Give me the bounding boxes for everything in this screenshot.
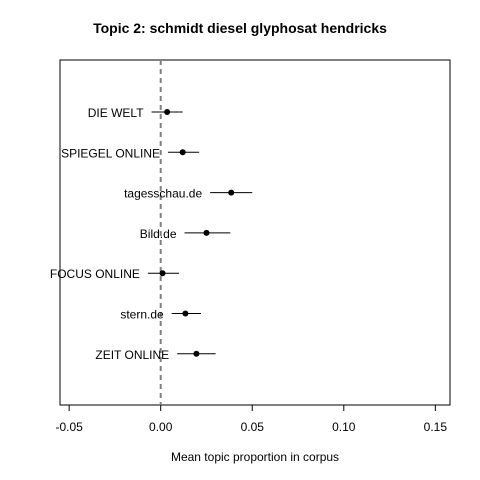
- point-estimate: [203, 229, 210, 236]
- point-label: DIE WELT: [88, 106, 144, 120]
- point-estimate: [228, 189, 235, 196]
- point-estimate: [182, 310, 189, 317]
- x-tick-label: 0.15: [424, 420, 448, 434]
- point-label: tagesschau.de: [124, 187, 202, 201]
- point-label: Bild.de: [140, 227, 177, 241]
- point-estimate: [164, 109, 171, 115]
- points-group: DIE WELT SPIEGEL ONLINE tagesschau.de Bild.…: [50, 106, 253, 362]
- point-row: SPIEGEL ONLINE: [61, 146, 200, 160]
- x-tick-label: 0.00: [149, 420, 173, 434]
- x-axis: -0.05 0.00 0.05 0.10 0.15: [55, 404, 448, 434]
- x-tick-label: 0.10: [332, 420, 356, 434]
- point-label: stern.de: [120, 308, 164, 322]
- point-row: stern.de: [120, 308, 201, 322]
- point-row: Bild.de: [140, 227, 231, 241]
- point-estimate: [159, 270, 166, 277]
- x-tick-label: 0.05: [241, 420, 265, 434]
- point-row: tagesschau.de: [124, 187, 253, 201]
- point-row: DIE WELT: [88, 106, 183, 120]
- point-label: SPIEGEL ONLINE: [61, 146, 160, 160]
- point-label: FOCUS ONLINE: [50, 267, 140, 281]
- point-label: ZEIT ONLINE: [95, 348, 169, 362]
- point-estimate: [179, 149, 186, 156]
- x-axis-label: Mean topic proportion in corpus: [170, 450, 340, 464]
- point-row: ZEIT ONLINE: [95, 348, 216, 362]
- chart-title: Topic 2: schmidt diesel glyphosat hendri…: [93, 20, 387, 36]
- x-tick-label: -0.05: [55, 420, 83, 434]
- point-estimate: [193, 350, 200, 357]
- point-row: FOCUS ONLINE: [50, 267, 180, 281]
